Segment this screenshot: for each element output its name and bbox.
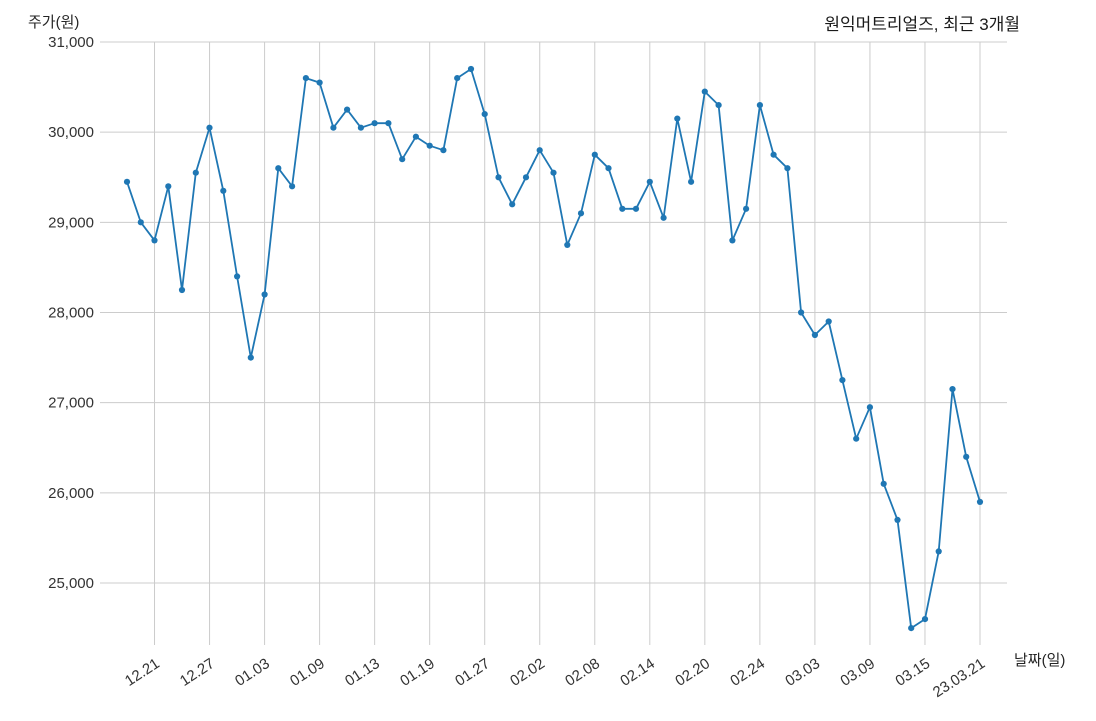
data-point [371,120,378,127]
data-point [646,178,653,185]
x-tick-label: 03.09 [837,655,878,690]
data-point [880,480,887,487]
data-point [357,124,364,131]
data-point [784,165,791,172]
data-point [701,88,708,95]
data-point [247,354,254,361]
data-point [454,75,461,82]
data-point [632,205,640,212]
data-point [715,102,722,109]
y-tick-label: 30,000 [48,124,94,141]
data-point [123,178,131,185]
y-tick-label: 28,000 [48,305,94,322]
data-point [660,214,667,221]
data-point [261,291,268,298]
data-point [798,309,805,316]
data-point [674,115,681,122]
data-point [536,147,543,154]
data-point [976,498,984,505]
data-point [412,133,419,140]
data-point [853,435,860,442]
data-point [839,377,846,384]
data-point [302,75,309,82]
data-point [522,174,530,181]
data-point [564,241,571,248]
x-tick-label: 01.13 [342,655,383,690]
data-point [234,273,241,280]
data-point [426,142,433,149]
data-point [206,124,213,131]
x-tick-label: 02.08 [562,655,603,690]
x-tick-label: 12.27 [177,655,218,690]
data-point [866,404,874,411]
data-point [481,111,488,118]
data-point [729,237,736,244]
data-point [165,183,172,190]
data-point [178,286,186,294]
data-point [467,65,475,73]
x-tick-label: 02.24 [727,655,768,690]
data-point [619,205,626,212]
y-tick-label: 31,000 [48,34,94,51]
data-point [963,453,970,460]
data-point [137,219,144,226]
x-tick-label: 03.03 [782,655,823,690]
y-axis-label: 주가(원) [28,14,80,31]
data-point [688,178,695,185]
y-tick-label: 26,000 [48,485,94,502]
data-point [949,386,956,393]
data-point [344,106,351,113]
x-tick-label: 01.03 [232,655,273,690]
data-point [385,120,392,127]
x-tick-label: 23.03.21 [930,655,988,701]
data-point [743,205,750,212]
data-point [509,201,516,208]
data-point [275,165,282,172]
x-axis-label: 날짜(일) [1014,652,1066,669]
x-tick-label: 01.27 [452,655,493,690]
data-point [440,147,447,154]
x-tick-label: 02.02 [507,655,548,690]
data-point [399,156,406,163]
y-tick-label: 25,000 [48,575,94,592]
data-point [756,102,764,109]
chart-title: 원익머트리얼즈, 최근 3개월 [824,15,1020,34]
data-point [220,187,227,194]
data-point [330,124,337,131]
data-point [289,183,296,190]
data-point [894,516,901,524]
data-point [908,625,915,632]
x-tick-label: 12.21 [122,655,163,690]
x-tick-label: 01.19 [397,655,438,690]
y-tick-label: 29,000 [48,214,94,231]
data-point [550,169,557,176]
x-tick-label: 02.14 [617,655,658,690]
data-point [770,151,777,158]
data-point [192,169,199,176]
data-point [151,237,158,244]
x-tick-label: 03.15 [892,655,933,690]
y-tick-label: 27,000 [48,395,94,412]
data-point [577,210,585,217]
price-line [126,68,981,629]
data-point [495,174,502,181]
data-point [316,79,323,86]
x-tick-label: 02.20 [672,655,713,690]
data-point [811,331,819,339]
data-point [605,165,612,172]
data-point [825,318,832,325]
data-point [921,616,929,623]
data-point [591,151,598,158]
x-tick-label: 01.09 [287,655,328,690]
data-point [935,548,942,555]
